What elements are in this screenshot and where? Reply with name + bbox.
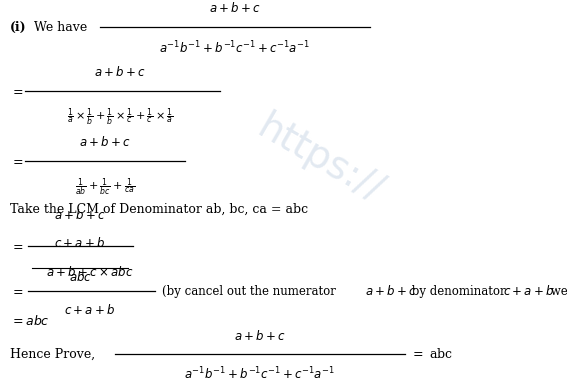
- Text: by denominator: by denominator: [408, 284, 509, 298]
- Text: Hence Prove,: Hence Prove,: [10, 347, 99, 361]
- Text: (i): (i): [10, 21, 27, 33]
- Text: We have: We have: [30, 21, 91, 33]
- Text: $a+b+c$: $a+b+c$: [79, 135, 131, 149]
- Text: $a+b+c$: $a+b+c$: [234, 329, 286, 343]
- Text: (by cancel out the numerator: (by cancel out the numerator: [162, 284, 340, 298]
- Text: $c+a+b$: $c+a+b$: [503, 284, 555, 298]
- Text: $a+b+c\times abc$: $a+b+c\times abc$: [46, 265, 134, 279]
- Text: Take the LCM of Denominator ab, bc, ca = abc: Take the LCM of Denominator ab, bc, ca =…: [10, 203, 308, 216]
- Text: $a+b+c$: $a+b+c$: [94, 65, 146, 79]
- Text: $abc$: $abc$: [69, 270, 91, 284]
- Text: $c+a+b$: $c+a+b$: [54, 236, 105, 250]
- Text: $=$ abc: $=$ abc: [410, 347, 453, 361]
- Text: $c+a+b$: $c+a+b$: [64, 303, 116, 317]
- Text: $=$: $=$: [10, 154, 24, 168]
- Text: $a^{-1}b^{-1}+b^{-1}c^{-1}+c^{-1}a^{-1}$: $a^{-1}b^{-1}+b^{-1}c^{-1}+c^{-1}a^{-1}$: [159, 40, 311, 57]
- Text: $=$: $=$: [10, 284, 24, 298]
- Text: $a+b+c$: $a+b+c$: [54, 208, 106, 222]
- Text: $=$: $=$: [10, 240, 24, 252]
- Text: $a+b+c$: $a+b+c$: [209, 1, 261, 15]
- Text: $a+b+c$: $a+b+c$: [365, 284, 417, 298]
- Text: https://: https://: [251, 108, 390, 210]
- Text: $a^{-1}b^{-1}+b^{-1}c^{-1}+c^{-1}a^{-1}$: $a^{-1}b^{-1}+b^{-1}c^{-1}+c^{-1}a^{-1}$: [184, 366, 336, 383]
- Text: $=abc$: $=abc$: [10, 314, 50, 328]
- Text: $\frac{1}{ab}+\frac{1}{bc}+\frac{1}{ca}$: $\frac{1}{ab}+\frac{1}{bc}+\frac{1}{ca}$: [75, 177, 135, 198]
- Text: $\frac{1}{a}\times\frac{1}{b}+\frac{1}{b}\times\frac{1}{c}+\frac{1}{c}\times\fra: $\frac{1}{a}\times\frac{1}{b}+\frac{1}{b…: [66, 107, 174, 128]
- Text: we get 1): we get 1): [547, 284, 567, 298]
- Text: $=$: $=$: [10, 84, 24, 98]
